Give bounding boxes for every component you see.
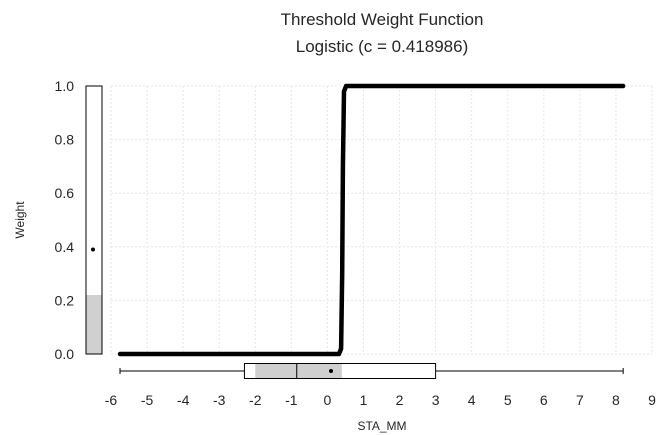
x-tick-label: 2	[396, 392, 404, 408]
weight-marginal-mean-dot	[91, 247, 95, 252]
x-tick-label: -1	[285, 392, 298, 408]
x-tick-label: 6	[540, 392, 548, 408]
y-tick-label: 1.0	[55, 78, 75, 94]
x-tick-label: 3	[432, 392, 440, 408]
weight-marginal-bar	[85, 85, 103, 355]
x-boxplot	[119, 363, 624, 379]
x-tick-label: -6	[105, 392, 118, 408]
y-axis-label: Weight	[13, 201, 27, 239]
weight-marginal-outline	[85, 85, 103, 355]
x-tick-label: -4	[177, 392, 190, 408]
x-tick-label: 0	[324, 392, 332, 408]
boxplot-mean-dot	[329, 369, 334, 373]
grid	[110, 85, 653, 355]
x-tick-label: 4	[468, 392, 476, 408]
series-layer	[117, 83, 626, 357]
x-tick-label: 5	[504, 392, 512, 408]
x-tick-label: 1	[360, 392, 368, 408]
x-tick-label: 9	[648, 392, 656, 408]
x-tick-label: 8	[612, 392, 620, 408]
chart-title: Threshold Weight Function	[281, 10, 484, 29]
x-axis-ticks: -6 -5 -4 -3 -2 -1 0 1 2 3 4 5 6 7 8 9	[105, 392, 656, 408]
y-tick-label: 0.4	[55, 239, 75, 255]
boxplot-inner-shade	[255, 364, 342, 378]
x-tick-label: -2	[249, 392, 262, 408]
x-tick-label: 7	[576, 392, 584, 408]
y-tick-label: 0.8	[55, 132, 75, 148]
y-tick-label: 0.2	[55, 292, 75, 308]
weight-marginal-fill	[86, 295, 102, 354]
x-tick-label: -3	[213, 392, 226, 408]
weight-function-line	[117, 83, 626, 357]
x-axis-label: STA_MM	[357, 419, 406, 433]
y-axis-ticks: 0.0 0.2 0.4 0.6 0.8 1.0	[55, 78, 75, 362]
chart-subtitle: Logistic (c = 0.418986)	[296, 37, 468, 56]
x-tick-label: -5	[141, 392, 154, 408]
y-tick-label: 0.6	[55, 185, 75, 201]
y-tick-label: 0.0	[55, 346, 75, 362]
